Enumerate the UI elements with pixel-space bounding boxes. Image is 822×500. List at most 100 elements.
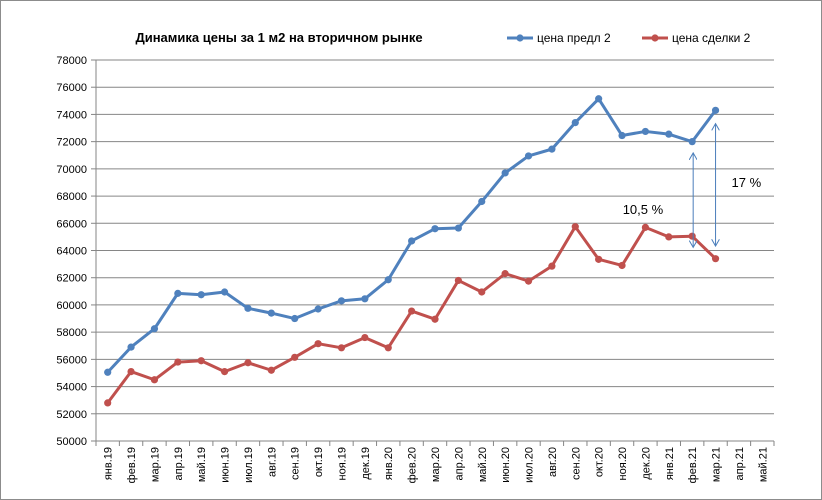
- data-point: [291, 353, 299, 361]
- data-point: [197, 357, 205, 365]
- x-tick-label: авг.20: [547, 447, 559, 477]
- chart-title: Динамика цены за 1 м2 на вторичном рынке: [135, 30, 422, 45]
- x-tick-label: мар.20: [430, 447, 442, 482]
- data-point: [501, 270, 509, 278]
- data-point: [571, 118, 579, 127]
- data-point: [127, 343, 135, 351]
- y-tick-label: 58000: [56, 327, 87, 339]
- data-point: [104, 368, 112, 376]
- x-tick-label: сен.20: [570, 447, 582, 480]
- data-point: [314, 340, 322, 348]
- y-tick-labels: 50000 52000 54000 56000 58000 60000 62000 64000…: [56, 55, 87, 448]
- x-tick-label: авг.19: [266, 447, 278, 477]
- data-point: [618, 131, 626, 140]
- x-tick-label: янв.20: [383, 447, 395, 480]
- x-tick-label: ноя.20: [617, 447, 629, 480]
- x-tick-label: янв.21: [664, 447, 676, 480]
- data-point: [244, 304, 252, 312]
- data-point: [454, 224, 462, 232]
- x-tick-label: мар.19: [149, 447, 161, 482]
- data-point: [220, 288, 229, 296]
- x-tick-label: июн.19: [220, 447, 232, 483]
- data-point: [665, 233, 673, 241]
- data-point: [478, 197, 486, 206]
- annotations: 10,5 % 17 %: [623, 125, 762, 247]
- y-tick-label: 50000: [56, 436, 87, 448]
- axes: [91, 59, 775, 446]
- legend-marker: [516, 34, 524, 42]
- annotation-label: 10,5 %: [623, 202, 664, 217]
- data-point: [361, 295, 369, 303]
- data-point: [431, 315, 439, 323]
- data-point: [431, 225, 439, 233]
- x-tick-label: май.19: [196, 447, 208, 482]
- data-point: [688, 232, 696, 240]
- y-tick-label: 64000: [56, 246, 87, 258]
- y-tick-label: 78000: [56, 55, 87, 67]
- x-tick-label: фев.19: [126, 447, 138, 483]
- x-tick-label: фев.20: [407, 447, 419, 483]
- y-tick-label: 56000: [56, 354, 87, 366]
- x-tick-label: фев.21: [687, 447, 699, 483]
- legend-label: цена сделки 2: [672, 31, 751, 45]
- data-point: [314, 305, 322, 313]
- x-tick-label: июл.20: [524, 447, 536, 483]
- data-point: [150, 325, 159, 333]
- data-point: [548, 262, 556, 270]
- data-point: [244, 359, 252, 367]
- x-tick-label: окт.20: [594, 447, 606, 477]
- x-tick-label: апр.20: [453, 447, 465, 480]
- y-tick-label: 54000: [56, 382, 87, 394]
- data-point: [501, 169, 509, 177]
- data-point: [641, 127, 650, 136]
- x-tick-label: дек.19: [360, 447, 372, 480]
- data-point: [478, 288, 486, 296]
- data-point: [337, 297, 346, 305]
- x-tick-label: дек.20: [640, 447, 652, 480]
- data-point: [595, 255, 603, 263]
- x-tick-label: ноя.19: [336, 447, 348, 480]
- x-tick-label: мар.21: [711, 447, 723, 482]
- data-point: [174, 289, 182, 297]
- data-point: [454, 276, 462, 285]
- data-point: [665, 130, 673, 138]
- data-point: [267, 309, 275, 317]
- legend-label: цена предл 2: [537, 31, 611, 45]
- series-line: [106, 225, 717, 404]
- series-1: [104, 95, 720, 376]
- data-point: [524, 277, 533, 285]
- legend-marker: [651, 34, 659, 42]
- x-tick-label: июн.20: [500, 447, 512, 483]
- data-point: [104, 399, 112, 407]
- series-line: [106, 97, 717, 374]
- x-tick-labels: янв.19 фев.19 мар.19 апр.19 май.19 июн.19 июл.…: [103, 447, 770, 483]
- grid-lines: [96, 59, 774, 415]
- data-point: [337, 344, 346, 352]
- x-tick-label: янв.19: [103, 447, 115, 480]
- x-tick-label: окт.19: [313, 447, 325, 477]
- y-tick-label: 62000: [56, 273, 87, 285]
- x-tick-label: июл.19: [243, 447, 255, 483]
- series-2: [104, 223, 720, 407]
- x-tick-label: апр.19: [173, 447, 185, 480]
- data-point: [384, 344, 392, 352]
- y-tick-label: 74000: [56, 109, 87, 121]
- data-point: [618, 261, 626, 270]
- series-lines: [104, 95, 720, 407]
- data-point: [361, 333, 369, 342]
- data-point: [571, 223, 579, 231]
- data-point: [711, 106, 720, 114]
- y-tick-label: 70000: [56, 164, 87, 176]
- data-point: [524, 152, 533, 160]
- data-point: [384, 276, 392, 284]
- y-tick-label: 72000: [56, 137, 87, 149]
- y-tick-label: 68000: [56, 191, 87, 203]
- data-point: [408, 307, 416, 315]
- annotation-label: 17 %: [732, 175, 762, 190]
- legend: цена предл 2 цена сделки 2: [507, 31, 751, 45]
- data-point: [291, 314, 299, 323]
- x-tick-label: май.21: [757, 447, 769, 482]
- data-point: [688, 138, 696, 146]
- y-tick-label: 66000: [56, 218, 87, 230]
